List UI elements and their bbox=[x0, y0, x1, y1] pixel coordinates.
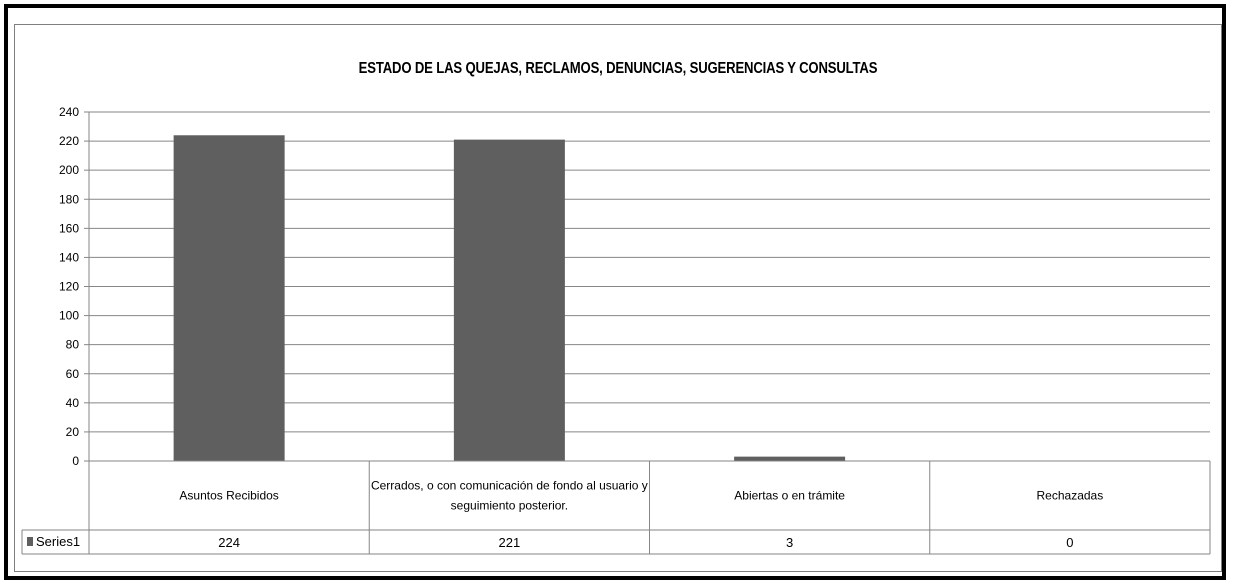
data-value: 0 bbox=[1066, 535, 1073, 550]
y-tick-label: 0 bbox=[72, 454, 79, 468]
category-label: seguimiento posterior. bbox=[451, 499, 568, 513]
category-label: Asuntos Recibidos bbox=[179, 489, 278, 503]
y-tick-label: 140 bbox=[59, 250, 79, 264]
chart-title: ESTADO DE LAS QUEJAS, RECLAMOS, DENUNCIA… bbox=[358, 60, 878, 77]
category-label: Cerrados, o con comunicación de fondo al… bbox=[371, 479, 648, 493]
legend-swatch bbox=[27, 537, 33, 546]
y-tick-label: 180 bbox=[59, 192, 79, 206]
y-tick-label: 200 bbox=[59, 163, 79, 177]
data-value: 3 bbox=[786, 535, 793, 550]
y-tick-label: 60 bbox=[66, 367, 80, 381]
bar-0 bbox=[173, 135, 285, 461]
y-tick-label: 80 bbox=[66, 338, 80, 352]
y-tick-label: 240 bbox=[59, 105, 79, 119]
bar-2 bbox=[734, 456, 846, 461]
y-tick-label: 160 bbox=[59, 221, 79, 235]
category-label: Rechazadas bbox=[1037, 489, 1104, 503]
category-label: Abiertas o en trámite bbox=[734, 489, 845, 503]
y-tick-label: 100 bbox=[59, 309, 79, 323]
y-tick-label: 40 bbox=[66, 396, 80, 410]
series-name: Series1 bbox=[36, 534, 80, 549]
y-tick-label: 20 bbox=[66, 425, 80, 439]
bar-1 bbox=[453, 139, 565, 462]
data-value: 221 bbox=[499, 535, 521, 550]
data-value: 224 bbox=[218, 535, 240, 550]
y-tick-label: 120 bbox=[59, 280, 79, 294]
y-tick-label: 220 bbox=[59, 134, 79, 148]
